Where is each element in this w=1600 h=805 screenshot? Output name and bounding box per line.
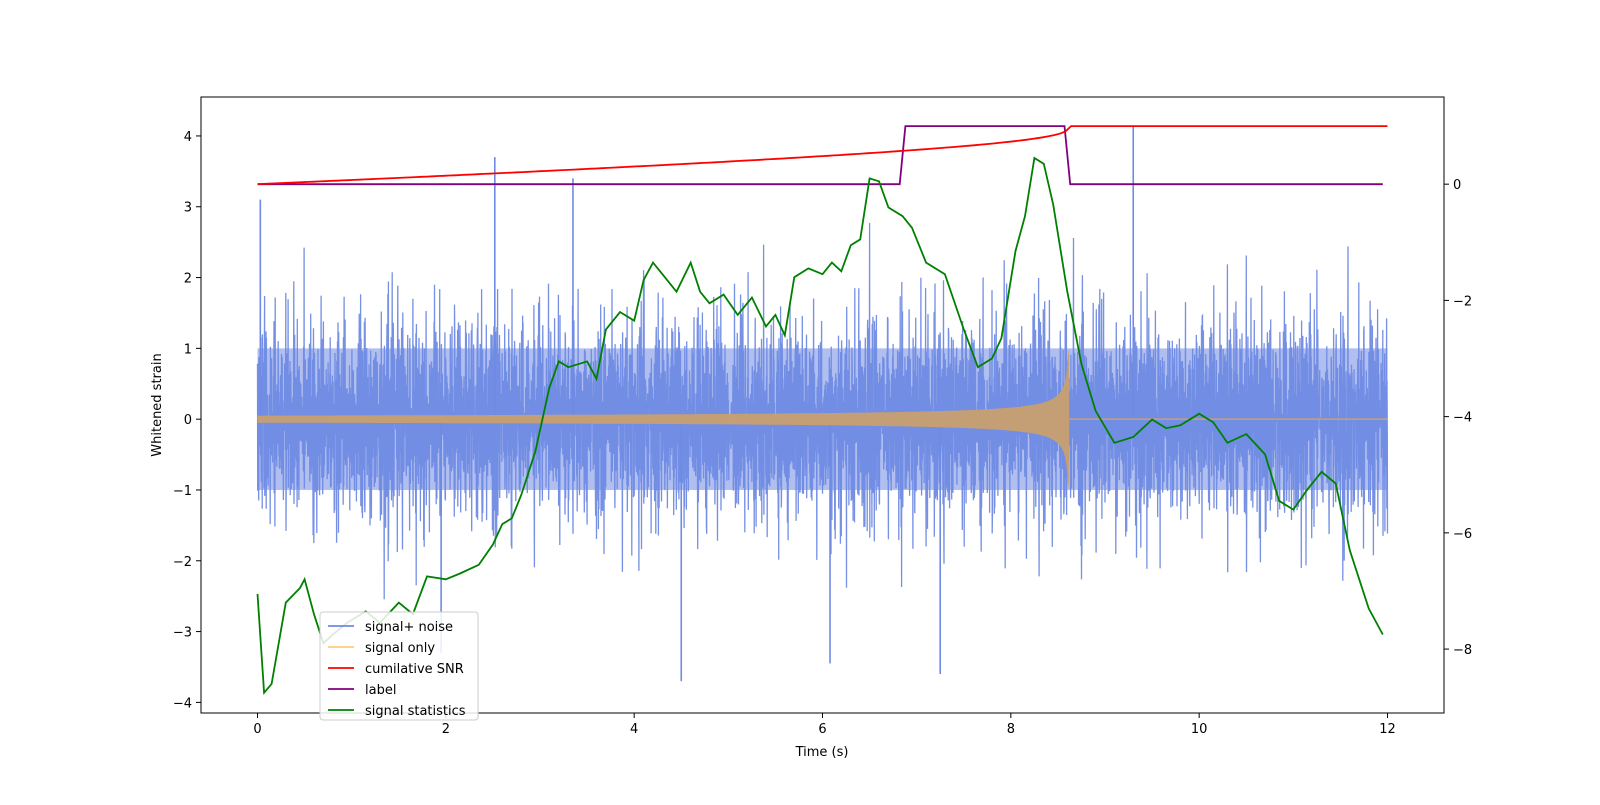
legend: signal+ noise signal only cumilative SNR la…	[319, 611, 479, 721]
y2-tick-label: 0	[1453, 178, 1461, 193]
y-tick-label: −3	[173, 626, 192, 641]
x-axis-label: Time (s)	[795, 745, 849, 760]
x-tick-label: 6	[818, 722, 826, 737]
y-tick-label: 3	[184, 201, 192, 216]
series-signal-only-envelope	[257, 348, 1070, 490]
x-tick-label: 8	[1007, 722, 1015, 737]
legend-label: label	[365, 683, 396, 698]
legend-label: signal+ noise	[365, 620, 453, 635]
y-tick-label: −4	[173, 696, 192, 711]
y2-tick-label: −2	[1453, 294, 1472, 309]
y-axis-right: −8 −6 −4 −2 0	[1444, 178, 1472, 658]
y2-tick-label: −8	[1453, 643, 1472, 658]
y-tick-label: −2	[173, 555, 192, 570]
y-tick-label: 0	[184, 413, 192, 428]
legend-label: signal statistics	[365, 704, 466, 719]
series-cumulative-snr-line	[257, 125, 1388, 186]
y-tick-label: 4	[184, 130, 192, 145]
x-tick-label: 4	[630, 722, 638, 737]
x-tick-label: 10	[1191, 722, 1208, 737]
y-tick-label: −1	[173, 484, 192, 499]
x-tick-label: 0	[253, 722, 261, 737]
y-tick-label: 1	[184, 342, 192, 357]
legend-label: cumilative SNR	[365, 662, 464, 677]
y-axis-left: −4 −3 −2 −1 0 1 2 3 4	[173, 130, 201, 711]
series-label-line	[257, 125, 1383, 186]
legend-box	[319, 611, 479, 721]
series-layer	[256, 125, 1389, 695]
legend-label: signal only	[365, 641, 435, 656]
series-signal-statistics-line	[256, 156, 1384, 695]
y-tick-label: 2	[184, 272, 192, 287]
x-tick-label: 12	[1379, 722, 1396, 737]
x-tick-label: 2	[442, 722, 450, 737]
y2-tick-label: −6	[1453, 527, 1472, 542]
y-axis-label: Whitened strain	[150, 353, 165, 456]
y2-tick-label: −4	[1453, 411, 1472, 426]
